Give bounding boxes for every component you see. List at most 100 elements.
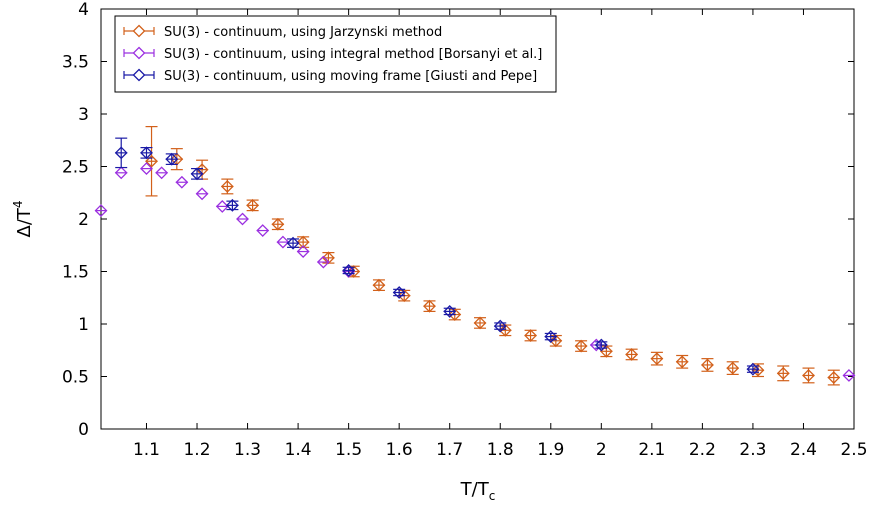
y-tick-label: 2 xyxy=(78,210,89,230)
series-2 xyxy=(114,137,760,376)
series-1 xyxy=(94,162,856,382)
diamond-marker xyxy=(342,265,356,278)
data-point xyxy=(190,167,204,181)
diamond-marker xyxy=(574,339,588,353)
legend-item-1: SU(3) - continuum, using integral method… xyxy=(123,46,542,62)
diamond-marker xyxy=(751,363,765,377)
diamond-marker xyxy=(140,162,153,176)
diamond-marker xyxy=(225,198,239,212)
legend-marker xyxy=(132,68,146,82)
diamond-marker xyxy=(316,255,330,269)
data-point xyxy=(392,286,406,299)
diamond-marker xyxy=(802,369,815,382)
data-point xyxy=(225,198,239,212)
diamond-marker xyxy=(650,352,664,366)
x-tick-label: 2.2 xyxy=(689,440,716,460)
data-point xyxy=(802,367,815,384)
x-tick-label: 2.4 xyxy=(790,440,817,460)
x-tick-label: 1.3 xyxy=(234,440,261,460)
data-point xyxy=(524,329,537,342)
data-point xyxy=(114,166,128,180)
data-point xyxy=(594,338,608,352)
diamond-marker xyxy=(296,235,310,249)
diamond-marker xyxy=(175,175,189,189)
diamond-marker xyxy=(544,330,558,344)
series-0 xyxy=(145,125,841,386)
diamond-marker xyxy=(746,362,760,376)
diamond-marker xyxy=(498,323,512,337)
y-tick-label: 1.5 xyxy=(62,263,89,283)
diamond-marker xyxy=(776,366,790,380)
axis-ticks: 1.1 1.2 1.3 1.4 1.5 1.6 1.7 1.8 1.9 2 2.1 2.2 2.3 2.4… xyxy=(62,0,868,460)
data-point xyxy=(423,299,436,313)
legend-label: SU(3) - continuum, using integral method… xyxy=(164,47,542,62)
data-point xyxy=(236,212,249,226)
diamond-marker xyxy=(271,217,285,231)
x-tick-label: 1.1 xyxy=(133,440,160,460)
diamond-marker xyxy=(493,319,507,333)
x-axis-label-main: T/T xyxy=(460,479,490,500)
legend-marker xyxy=(132,46,146,60)
legend-label: SU(3) - continuum, using Jarzynski metho… xyxy=(164,25,442,40)
data-point xyxy=(625,348,639,361)
data-point xyxy=(165,152,179,166)
diamond-marker xyxy=(443,304,457,318)
data-point xyxy=(271,217,285,231)
x-tick-label: 1.6 xyxy=(386,440,413,460)
diamond-marker xyxy=(256,224,270,237)
diamond-marker xyxy=(372,278,386,292)
diamond-marker xyxy=(296,245,310,258)
diamond-marker xyxy=(286,236,300,250)
diamond-marker xyxy=(246,198,260,212)
data-point xyxy=(473,316,487,330)
data-point xyxy=(443,304,457,318)
y-tick-label: 1 xyxy=(78,315,89,335)
diamond-marker xyxy=(549,334,563,348)
data-point xyxy=(220,178,234,195)
diamond-marker xyxy=(145,154,158,168)
diamond-marker xyxy=(473,316,487,330)
x-tick-label: 2.5 xyxy=(840,440,867,460)
x-tick-label: 1.5 xyxy=(335,440,362,460)
data-point xyxy=(114,137,128,169)
diamond-marker xyxy=(589,338,603,352)
data-point xyxy=(675,354,689,369)
legend-box xyxy=(114,15,557,93)
data-point xyxy=(701,358,714,372)
data-point xyxy=(155,166,169,180)
data-point xyxy=(286,236,300,250)
diamond-marker xyxy=(827,371,841,384)
diamond-marker xyxy=(347,265,361,278)
diamond-marker xyxy=(842,369,856,382)
data-point xyxy=(175,175,189,189)
data-point xyxy=(776,365,790,382)
y-tick-label: 3 xyxy=(78,105,89,125)
data-point xyxy=(316,255,330,269)
diamond-marker xyxy=(524,329,537,342)
legend-item-0: SU(3) - continuum, using Jarzynski metho… xyxy=(123,24,442,40)
diamond-marker xyxy=(165,152,179,166)
diamond-marker xyxy=(726,361,740,375)
legend-label: SU(3) - continuum, using moving frame [G… xyxy=(164,69,537,84)
data-point xyxy=(94,204,108,218)
diamond-marker xyxy=(701,358,714,372)
x-tick-label: 1.7 xyxy=(436,440,463,460)
y-tick-label: 3.5 xyxy=(62,53,89,73)
diamond-marker xyxy=(114,146,128,160)
data-point xyxy=(842,369,856,382)
data-point xyxy=(493,319,507,333)
data-point xyxy=(276,235,290,249)
legend: SU(3) - continuum, using Jarzynski metho… xyxy=(114,15,557,93)
y-tick-label: 0.5 xyxy=(62,368,89,388)
data-point xyxy=(599,344,613,358)
y-tick-label: 2.5 xyxy=(62,158,89,178)
diamond-marker xyxy=(397,289,411,303)
diamond-marker xyxy=(276,235,290,249)
legend-items: SU(3) - continuum, using Jarzynski metho… xyxy=(123,24,542,84)
data-point xyxy=(574,339,588,353)
x-tick-label: 1.2 xyxy=(183,440,210,460)
x-tick-label: 1.8 xyxy=(487,440,514,460)
diamond-marker xyxy=(195,187,209,201)
x-tick-label: 1.9 xyxy=(537,440,564,460)
